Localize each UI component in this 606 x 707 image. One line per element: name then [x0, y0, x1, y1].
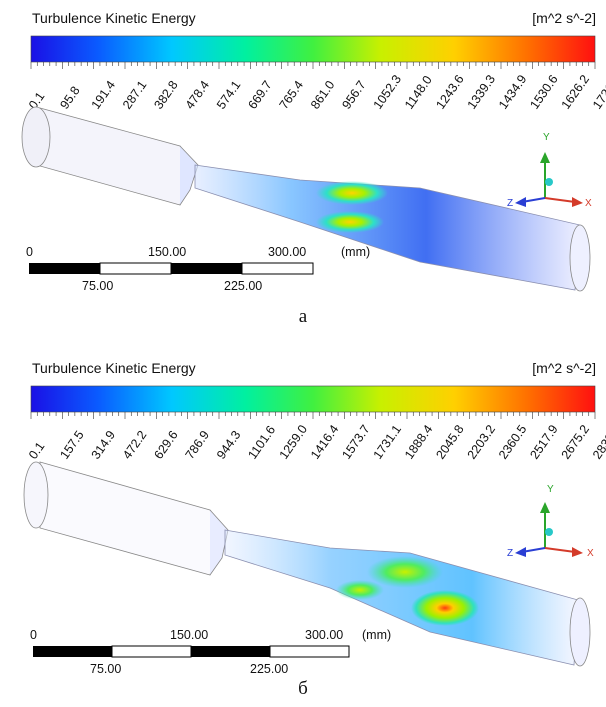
colorbar-tick-label: 1148.0 [402, 73, 435, 112]
colorbar-tick-label: 861.0 [308, 78, 337, 112]
z-axis-label: Z [507, 198, 513, 209]
x-axis-label: X [587, 548, 594, 559]
colorbar-tick-label: 191.4 [89, 78, 118, 112]
scale-end: 300.00 [305, 628, 343, 642]
colorbar-tick-label: 472.2 [120, 428, 149, 462]
colorbar-tick-label: 1434.9 [496, 72, 529, 111]
colorbar [30, 35, 596, 63]
colorbar-tick-label: 1052.3 [371, 72, 404, 111]
panel-caption-a: а [298, 306, 308, 327]
pipe-geometry [21, 106, 591, 292]
colorbar-tick-label: 574.1 [214, 78, 243, 112]
colorbar-tick-label: 1530.6 [527, 72, 560, 111]
legend-units: [m^2 s^-2] [532, 10, 596, 26]
z-axis-label: Z [507, 548, 513, 559]
y-axis-label: Y [543, 132, 550, 143]
scale-unit: (mm) [362, 628, 391, 642]
coordinate-triad: Y Z X [507, 484, 594, 559]
scale-end: 300.00 [268, 245, 306, 259]
panel-b: Turbulence Kinetic Energy [m^2 s^-2] [0, 350, 606, 699]
colorbar-tick-label: 2203.2 [465, 422, 498, 461]
colorbar-tick-label: 1573.7 [339, 422, 372, 461]
colorbar-tick-label: 2675.2 [559, 422, 592, 461]
colorbar-tick-label: 314.9 [89, 428, 118, 462]
colorbar-tick-label: 382.8 [151, 78, 180, 112]
colorbar-tick-marks [30, 62, 596, 69]
colorbar-tick-label: 2517.9 [527, 422, 560, 461]
colorbar-tick-label: 2045.8 [433, 422, 466, 461]
colorbar-tick-label: 786.9 [183, 428, 212, 462]
colorbar-tick-label: 1243.6 [433, 72, 466, 111]
y-axis-label: Y [547, 484, 554, 495]
colorbar-tick-label: 1721.9 [590, 72, 606, 111]
colorbar-tick-labels: 0.1 157.5 314.9 472.2 629.6 786.9 944.3 1101.61… [26, 422, 606, 461]
scale-three-quarter: 225.00 [224, 279, 262, 293]
scale-three-quarter: 225.00 [250, 662, 288, 675]
panel-caption-b: б [298, 678, 308, 699]
panel-a: Turbulence Kinetic Energy [m^2 s^-2] [0, 0, 606, 340]
scale-quarter: 75.00 [82, 279, 113, 293]
contour-figure-a: 0.1 95.8 191.4 287.1 382.8 478.4 574.1 669.7 765… [21, 35, 606, 293]
pipe-geometry [23, 461, 591, 667]
colorbar-tick-label: 287.1 [120, 78, 149, 112]
colorbar-tick-label: 1259.0 [277, 422, 310, 461]
colorbar-tick-label: 2360.5 [496, 422, 529, 461]
scale-mid: 150.00 [170, 628, 208, 642]
colorbar-tick-label: 1888.4 [402, 422, 435, 461]
colorbar-tick-label: 95.8 [57, 84, 82, 112]
colorbar-tick-label: 944.3 [214, 428, 243, 462]
contour-figure-b: 0.1 157.5 314.9 472.2 629.6 786.9 944.3 1101.61… [23, 385, 606, 675]
legend-units: [m^2 s^-2] [532, 360, 596, 376]
legend-title: Turbulence Kinetic Energy [32, 360, 196, 376]
colorbar-tick-label: 1339.3 [465, 72, 498, 111]
colorbar-tick-marks [30, 412, 596, 419]
x-axis-label: X [585, 198, 592, 209]
colorbar-tick-label: 2832.6 [590, 422, 606, 461]
coordinate-triad: Y Z X [507, 132, 592, 209]
colorbar-tick-label: 157.5 [57, 428, 86, 462]
scale-quarter: 75.00 [90, 662, 121, 675]
colorbar-tick-label: 629.6 [151, 428, 180, 462]
colorbar-tick-label: 669.7 [245, 78, 274, 112]
scale-bar: 0 150.00 300.00 (mm) 75.00 225.00 [30, 628, 391, 675]
scale-start: 0 [30, 628, 37, 642]
colorbar-tick-label: 1416.4 [308, 422, 341, 461]
colorbar-tick-label: 478.4 [183, 78, 212, 112]
scale-unit: (mm) [341, 245, 370, 259]
colorbar-tick-label: 956.7 [339, 78, 368, 112]
colorbar [30, 385, 596, 413]
colorbar-tick-label: 1731.1 [371, 422, 404, 461]
scale-bar: 0 150.00 300.00 (mm) 75.00 225.00 [26, 245, 370, 293]
scale-start: 0 [26, 245, 33, 259]
colorbar-tick-label: 1101.6 [245, 423, 278, 462]
colorbar-tick-label: 765.4 [277, 78, 306, 112]
legend-title: Turbulence Kinetic Energy [32, 10, 196, 26]
scale-mid: 150.00 [148, 245, 186, 259]
colorbar-tick-label: 0.1 [26, 439, 47, 461]
colorbar-tick-label: 1626.2 [559, 72, 592, 111]
colorbar-tick-labels: 0.1 95.8 191.4 287.1 382.8 478.4 574.1 669.7 765… [26, 72, 606, 111]
